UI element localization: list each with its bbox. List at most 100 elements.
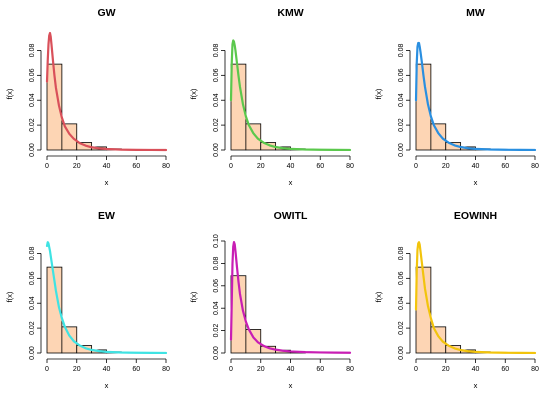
x-axis-label: x xyxy=(474,178,478,187)
y-axis-label: f(x) xyxy=(374,88,383,99)
histogram-bar xyxy=(430,326,447,354)
x-axis-label: x xyxy=(105,178,109,187)
x-tick-label: 80 xyxy=(162,366,170,373)
x-tick-label: 80 xyxy=(531,366,539,373)
panel-ew: EW 0 20 40 60 80 x 0.00 0.02 0.04 0.06 0.08 f(x) xyxy=(5,210,170,390)
y-tick-label: 0.04 xyxy=(398,296,405,310)
panel-title: MW xyxy=(466,7,485,19)
density-curve xyxy=(45,241,168,355)
x-tick-label: 60 xyxy=(316,163,324,170)
panel-kmw: KMW 0 20 40 60 80 x 0.00 0.02 0.04 0.06 0.08 f(x) xyxy=(189,7,354,187)
panel-eowinh: EOWINH 0 20 40 60 80 x 0.00 0.02 0.04 0.06 0.08 f(x) xyxy=(374,210,539,390)
histogram-bar xyxy=(245,329,262,354)
x-tick-label: 20 xyxy=(257,366,265,373)
x-tick-label: 0 xyxy=(414,163,418,170)
x-tick-label: 40 xyxy=(103,163,111,170)
histogram-bar xyxy=(415,63,432,151)
y-tick-label: 0.06 xyxy=(398,68,405,82)
x-tick-label: 20 xyxy=(257,163,265,170)
x-tick-label: 40 xyxy=(472,163,480,170)
x-tick-label: 80 xyxy=(162,163,170,170)
density-curve xyxy=(229,241,352,354)
x-tick-label: 40 xyxy=(103,366,111,373)
y-tick-label: 0.06 xyxy=(213,68,220,82)
y-tick-label: 0.02 xyxy=(213,324,220,338)
panel-title: KMW xyxy=(277,7,303,19)
x-axis-label: x xyxy=(289,381,293,390)
x-axis-label: x xyxy=(289,178,293,187)
x-tick-label: 80 xyxy=(346,366,354,373)
x-tick-label: 40 xyxy=(472,366,480,373)
y-tick-label: 0.08 xyxy=(29,44,36,58)
histogram-bar xyxy=(46,63,63,151)
y-tick-label: 0.06 xyxy=(29,271,36,285)
histogram-bar xyxy=(61,326,78,354)
y-tick-label: 0.02 xyxy=(29,118,36,132)
histogram-bar xyxy=(61,123,78,151)
x-tick-label: 20 xyxy=(442,163,450,170)
panel-gw: GW 0 20 40 60 80 x 0.00 0.02 0.04 0.06 0.08 f(x) xyxy=(5,7,170,187)
density-curve xyxy=(229,39,352,152)
y-tick-label: 0.04 xyxy=(398,93,405,107)
y-tick-label: 0.02 xyxy=(213,118,220,132)
x-tick-label: 20 xyxy=(73,163,81,170)
panel-title: EOWINH xyxy=(454,210,497,222)
y-tick-label: 0.00 xyxy=(213,143,220,157)
y-tick-label: 0.08 xyxy=(29,247,36,261)
x-tick-label: 20 xyxy=(73,366,81,373)
y-tick-label: 0.06 xyxy=(398,271,405,285)
y-tick-label: 0.00 xyxy=(213,346,220,360)
y-tick-label: 0.02 xyxy=(398,118,405,132)
y-axis-label: f(x) xyxy=(189,88,198,99)
y-tick-label: 0.02 xyxy=(29,321,36,335)
y-tick-label: 0.06 xyxy=(29,68,36,82)
histogram-bar xyxy=(46,266,63,354)
panel-owitl: OWITL 0 20 40 60 80 x 0.00 0.02 0.04 0.06 0.08 0.10 f… xyxy=(189,210,354,390)
density-curve xyxy=(414,241,537,355)
panel-title: OWITL xyxy=(274,210,308,222)
y-tick-label: 0.08 xyxy=(213,44,220,58)
y-tick-label: 0.08 xyxy=(213,256,220,270)
y-axis-label: f(x) xyxy=(5,291,14,302)
y-tick-label: 0.00 xyxy=(29,143,36,157)
y-axis-label: f(x) xyxy=(5,88,14,99)
x-axis-label: x xyxy=(105,381,109,390)
x-tick-label: 0 xyxy=(229,366,233,373)
x-axis-label: x xyxy=(474,381,478,390)
histogram-bar xyxy=(230,63,247,151)
y-axis-label: f(x) xyxy=(374,291,383,302)
panel-title: EW xyxy=(98,210,115,222)
x-tick-label: 60 xyxy=(132,366,140,373)
panel-title: GW xyxy=(97,7,115,19)
x-tick-label: 60 xyxy=(501,163,509,170)
density-curve xyxy=(45,31,168,152)
y-tick-label: 0.00 xyxy=(398,143,405,157)
x-tick-label: 60 xyxy=(132,163,140,170)
x-tick-label: 80 xyxy=(531,163,539,170)
density-curve xyxy=(414,41,537,152)
y-tick-label: 0.04 xyxy=(213,93,220,107)
y-tick-label: 0.00 xyxy=(398,346,405,360)
y-tick-label: 0.10 xyxy=(213,234,220,248)
x-tick-label: 80 xyxy=(346,163,354,170)
x-tick-label: 0 xyxy=(45,366,49,373)
y-tick-label: 0.04 xyxy=(29,93,36,107)
x-tick-label: 20 xyxy=(442,366,450,373)
histogram-bar xyxy=(430,123,447,151)
y-tick-label: 0.08 xyxy=(398,44,405,58)
x-tick-label: 0 xyxy=(45,163,49,170)
y-axis-label: f(x) xyxy=(189,291,198,302)
x-tick-label: 40 xyxy=(287,163,295,170)
x-tick-label: 0 xyxy=(414,366,418,373)
y-tick-label: 0.02 xyxy=(398,321,405,335)
y-tick-label: 0.04 xyxy=(213,301,220,315)
y-tick-label: 0.00 xyxy=(29,346,36,360)
y-tick-label: 0.06 xyxy=(213,279,220,293)
x-tick-label: 40 xyxy=(287,366,295,373)
panel-mw: MW 0 20 40 60 80 x 0.00 0.02 0.04 0.06 0.08 f(x) xyxy=(374,7,539,187)
x-tick-label: 60 xyxy=(316,366,324,373)
y-tick-label: 0.08 xyxy=(398,247,405,261)
histogram-bar xyxy=(245,123,262,151)
x-tick-label: 60 xyxy=(501,366,509,373)
